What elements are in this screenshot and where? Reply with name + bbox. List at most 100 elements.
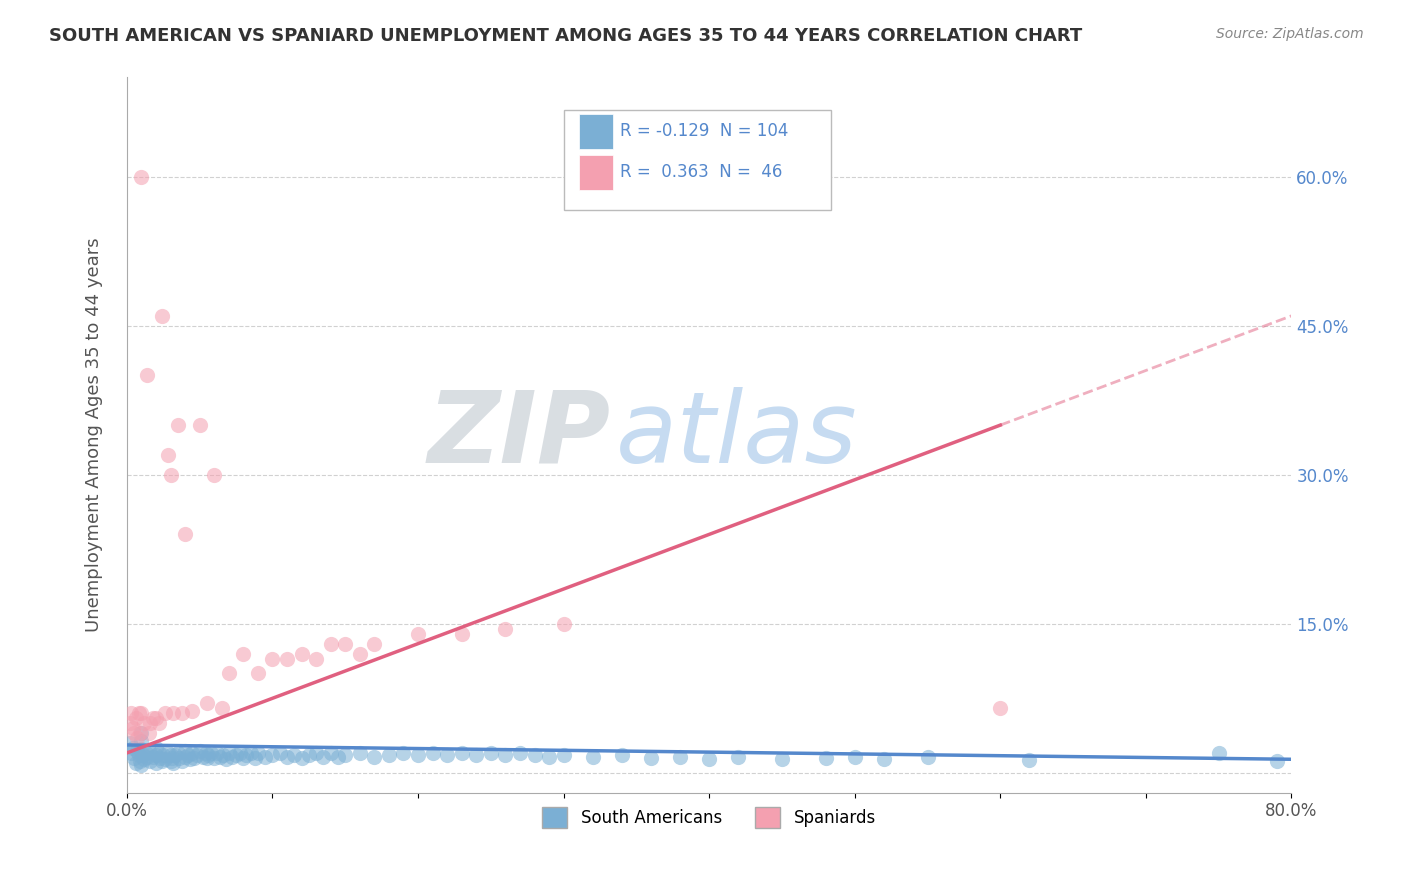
Point bbox=[131, 734, 153, 748]
Point bbox=[136, 368, 159, 383]
Point bbox=[291, 751, 314, 765]
Point bbox=[349, 746, 371, 760]
Point bbox=[174, 744, 197, 758]
Point bbox=[553, 616, 575, 631]
Point bbox=[844, 750, 866, 764]
Point bbox=[167, 418, 190, 433]
Point bbox=[215, 752, 238, 766]
Point bbox=[167, 746, 190, 760]
Point bbox=[174, 527, 197, 541]
Point bbox=[640, 751, 662, 765]
Point bbox=[229, 746, 252, 760]
Point bbox=[232, 647, 254, 661]
Point bbox=[312, 750, 335, 764]
Point bbox=[127, 731, 149, 745]
Point bbox=[120, 746, 142, 760]
Point bbox=[162, 756, 184, 770]
Point bbox=[194, 746, 217, 760]
Point bbox=[770, 752, 793, 766]
Point bbox=[150, 754, 173, 768]
Point bbox=[122, 726, 145, 740]
Point bbox=[188, 418, 211, 433]
Point bbox=[181, 746, 204, 760]
Point bbox=[246, 746, 269, 760]
Point bbox=[138, 744, 160, 758]
Text: atlas: atlas bbox=[616, 386, 858, 483]
Point bbox=[494, 747, 516, 762]
Point bbox=[145, 747, 167, 762]
Point bbox=[221, 750, 243, 764]
Point bbox=[305, 651, 328, 665]
Point bbox=[392, 746, 415, 760]
Point bbox=[202, 467, 225, 482]
Point bbox=[450, 626, 472, 640]
Point bbox=[145, 711, 167, 725]
Point bbox=[162, 706, 184, 721]
Point bbox=[246, 666, 269, 681]
Point bbox=[319, 637, 342, 651]
Point bbox=[181, 704, 204, 718]
Point bbox=[122, 751, 145, 765]
Point bbox=[873, 752, 896, 766]
Text: R = -0.129  N = 104: R = -0.129 N = 104 bbox=[620, 122, 787, 140]
Point bbox=[120, 706, 142, 721]
Point bbox=[422, 746, 444, 760]
Point bbox=[291, 647, 314, 661]
Text: R =  0.363  N =  46: R = 0.363 N = 46 bbox=[620, 163, 782, 181]
Point bbox=[131, 742, 153, 756]
Point bbox=[124, 711, 146, 725]
Point bbox=[727, 750, 749, 764]
Point bbox=[131, 726, 153, 740]
Point bbox=[148, 746, 170, 760]
Point bbox=[129, 754, 152, 768]
Point bbox=[163, 747, 186, 762]
Point bbox=[149, 751, 172, 765]
Point bbox=[134, 752, 156, 766]
Point bbox=[494, 622, 516, 636]
Point bbox=[131, 169, 153, 184]
Point bbox=[183, 751, 205, 765]
Point bbox=[553, 747, 575, 762]
Point bbox=[153, 752, 176, 766]
Point bbox=[917, 750, 939, 764]
Point bbox=[1208, 746, 1230, 760]
Point bbox=[305, 746, 328, 760]
Point bbox=[197, 747, 219, 762]
Point bbox=[335, 637, 357, 651]
Legend: South Americans, Spaniards: South Americans, Spaniards bbox=[536, 801, 883, 834]
Point bbox=[225, 747, 247, 762]
Point bbox=[131, 757, 153, 772]
Point bbox=[283, 747, 305, 762]
Point bbox=[136, 750, 159, 764]
Point bbox=[139, 716, 162, 731]
Point bbox=[363, 637, 385, 651]
Point bbox=[254, 750, 277, 764]
Point bbox=[1018, 753, 1040, 767]
Text: Source: ZipAtlas.com: Source: ZipAtlas.com bbox=[1216, 27, 1364, 41]
Point bbox=[121, 721, 143, 735]
Point bbox=[135, 746, 157, 760]
Point bbox=[269, 746, 291, 760]
Point bbox=[988, 701, 1011, 715]
Point bbox=[218, 666, 240, 681]
Point bbox=[450, 746, 472, 760]
Point bbox=[150, 309, 173, 323]
Point bbox=[179, 752, 201, 766]
Point bbox=[139, 754, 162, 768]
FancyBboxPatch shape bbox=[579, 154, 613, 190]
Text: ZIP: ZIP bbox=[427, 386, 610, 483]
Point bbox=[131, 706, 153, 721]
Point bbox=[465, 747, 488, 762]
Point bbox=[232, 751, 254, 765]
Point bbox=[262, 651, 284, 665]
Point bbox=[582, 750, 605, 764]
Point bbox=[160, 751, 183, 765]
Point bbox=[262, 747, 284, 762]
Point bbox=[134, 716, 156, 731]
Point bbox=[174, 750, 197, 764]
Point bbox=[128, 747, 150, 762]
Point bbox=[128, 706, 150, 721]
Point bbox=[159, 754, 181, 768]
FancyBboxPatch shape bbox=[579, 114, 613, 149]
Point bbox=[363, 750, 385, 764]
